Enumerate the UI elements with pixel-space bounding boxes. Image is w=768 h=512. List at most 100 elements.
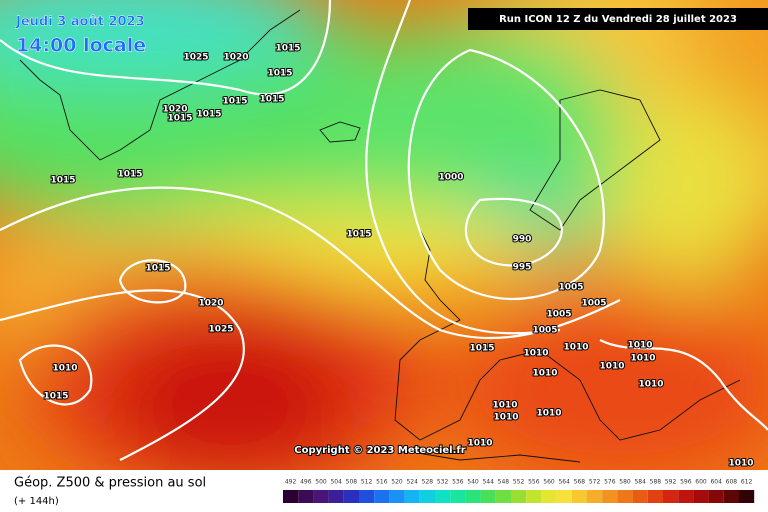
colorbar-label: 532: [437, 479, 449, 486]
isobar-label: 1015: [117, 170, 142, 180]
colorbar-label: 528: [422, 479, 434, 486]
isobar-label: 1010: [627, 341, 652, 351]
colorbar-label: 568: [574, 479, 586, 486]
colorbar-swatch: [343, 490, 359, 503]
colorbar-swatch: [283, 490, 299, 503]
isobar-label: 1015: [469, 344, 494, 354]
colorbar-label: 492: [285, 479, 297, 486]
isobar-label: 1010: [467, 439, 492, 449]
isobar-label: 1015: [196, 110, 221, 120]
isobar-label: 1015: [43, 392, 68, 402]
colorbar-swatch: [328, 490, 344, 503]
colorbar-label: 588: [650, 479, 662, 486]
isobar-label: 1010: [532, 369, 557, 379]
colorbar-swatch: [556, 490, 572, 503]
isobar-label: 1010: [52, 364, 77, 374]
colorbar-label: 540: [467, 479, 479, 486]
colorbar-label: 604: [710, 479, 722, 486]
isobar-label: 995: [513, 263, 532, 273]
colorbar-label: 560: [543, 479, 555, 486]
colorbar-swatch: [602, 490, 618, 503]
colorbar: 492 496 500 504 508 512 516 520 524 528 532 536 540 5…: [283, 479, 755, 503]
footer-title: Géop. Z500 & pression au sol: [14, 476, 206, 491]
colorbar-label: 576: [604, 479, 616, 486]
colorbar-label: 552: [513, 479, 525, 486]
colorbar-swatch: [359, 490, 375, 503]
colorbar-label: 536: [452, 479, 464, 486]
colorbar-label: 600: [695, 479, 707, 486]
colorbar-swatch: [678, 490, 694, 503]
isobar-label: 1010: [630, 354, 655, 364]
colorbar-swatch: [389, 490, 405, 503]
colorbar-swatch: [465, 490, 481, 503]
colorbar-label: 592: [665, 479, 677, 486]
colorbar-label: 500: [315, 479, 327, 486]
colorbar-label: 524: [406, 479, 418, 486]
colorbar-swatch: [708, 490, 724, 503]
isobar-label: 1015: [259, 95, 284, 105]
colorbar-swatch: [511, 490, 527, 503]
isobar-label: 1015: [167, 114, 192, 124]
isobar-label: 1020: [198, 299, 223, 309]
colorbar-label: 556: [528, 479, 540, 486]
isobar-label: 1010: [563, 343, 588, 353]
colorbar-swatch: [632, 490, 648, 503]
colorbar-label: 508: [346, 479, 358, 486]
run-label: Run ICON 12 Z du Vendredi 28 juillet 202…: [499, 14, 737, 25]
colorbar-swatch: [617, 490, 633, 503]
isobar-label: 1020: [223, 53, 248, 63]
colorbar-label: 608: [726, 479, 738, 486]
colorbar-swatch: [571, 490, 587, 503]
colorbar-label: 504: [330, 479, 342, 486]
isobar-label: 990: [513, 235, 532, 245]
isobar-label: 1025: [183, 53, 208, 63]
colorbar-swatch: [526, 490, 542, 503]
colorbar-swatch: [480, 490, 496, 503]
colorbar-label: 544: [482, 479, 494, 486]
isobar-label: 1010: [523, 349, 548, 359]
colorbar-label: 548: [498, 479, 510, 486]
colorbar-label: 612: [741, 479, 753, 486]
colorbar-label: 596: [680, 479, 692, 486]
isobar-label: 1010: [536, 409, 561, 419]
colorbar-label: 496: [300, 479, 312, 486]
isobar-label: 1020: [162, 105, 187, 115]
isobar-label: 1010: [493, 413, 518, 423]
colorbar-swatch: [723, 490, 739, 503]
colorbar-swatch: [450, 490, 466, 503]
isobar-label: 1025: [208, 325, 233, 335]
isobar-lines: [0, 0, 768, 461]
colorbar-label: 584: [634, 479, 646, 486]
colorbar-label: 512: [361, 479, 373, 486]
isobar-label: 1010: [728, 459, 753, 469]
colorbar-swatch: [298, 490, 314, 503]
isobar-label: 1015: [222, 97, 247, 107]
colorbar-swatch: [647, 490, 663, 503]
colorbar-label: 580: [619, 479, 631, 486]
isobar-label: 1005: [581, 299, 606, 309]
isobar-label: 1015: [50, 176, 75, 186]
colorbar-label: 564: [558, 479, 570, 486]
isobar-label: 1010: [599, 362, 624, 372]
isobar-label: 1015: [346, 230, 371, 240]
colorbar-label: 516: [376, 479, 388, 486]
time-label: 14:00 locale: [16, 35, 146, 57]
colorbar-swatch: [587, 490, 603, 503]
colorbar-swatch: [313, 490, 329, 503]
copyright: Copyright © 2023 Meteociel.fr: [294, 445, 465, 456]
colorbar-swatch: [541, 490, 557, 503]
isobar-label: 1010: [492, 401, 517, 411]
isobar-label: 1005: [546, 310, 571, 320]
colorbar-swatch: [419, 490, 435, 503]
isobar-label: 1000: [438, 173, 463, 183]
isobar-label: 1005: [558, 283, 583, 293]
footer-lead: (+ 144h): [14, 496, 59, 507]
colorbar-swatch: [495, 490, 511, 503]
isobar-label: 1010: [638, 380, 663, 390]
colorbar-swatch: [739, 490, 755, 503]
field: [0, 0, 768, 470]
colorbar-swatch: [693, 490, 709, 503]
